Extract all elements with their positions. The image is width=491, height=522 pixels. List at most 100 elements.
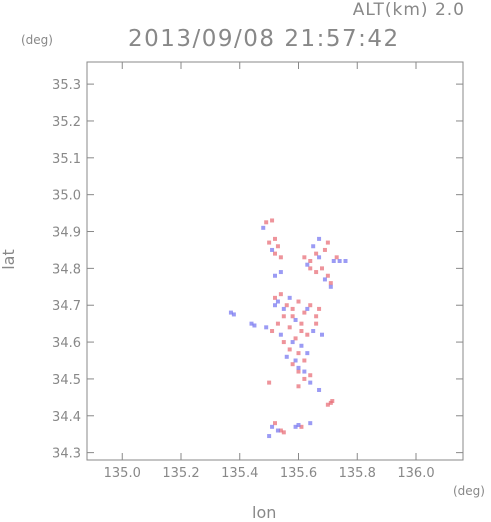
data-point: [273, 236, 277, 241]
data-point: [278, 292, 283, 297]
data-point: [275, 299, 280, 304]
data-point: [296, 422, 301, 427]
data-point: [296, 365, 301, 370]
data-point: [281, 306, 286, 311]
data-point: [311, 329, 316, 334]
data-point: [308, 380, 313, 385]
y-tick-label: 35.2: [52, 115, 81, 130]
data-point: [320, 332, 324, 337]
data-point: [278, 255, 283, 260]
data-point: [302, 376, 307, 381]
data-point: [293, 424, 298, 429]
data-point: [296, 351, 301, 356]
data-point: [278, 428, 283, 433]
data-point: [273, 295, 277, 300]
data-point: [302, 369, 307, 374]
data-point: [302, 358, 307, 363]
data-point: [328, 284, 333, 289]
data-point: [308, 421, 313, 426]
data-point: [270, 218, 275, 223]
data-point: [305, 332, 310, 337]
data-point: [302, 310, 307, 315]
data-point: [267, 434, 272, 439]
plot-frame: [86, 61, 464, 461]
data-point: [308, 303, 313, 308]
data-point: [293, 336, 298, 341]
data-point: [284, 303, 289, 308]
data-point: [275, 321, 280, 326]
data-point: [270, 424, 275, 429]
data-point: [281, 430, 286, 435]
data-point: [308, 266, 313, 271]
data-point: [287, 295, 292, 300]
data-point: [278, 270, 283, 275]
data-point: [293, 358, 298, 363]
data-point: [305, 306, 310, 311]
data-point: [267, 380, 272, 385]
y-tick-label: 35.0: [52, 189, 81, 204]
y-tick-label: 34.5: [52, 373, 81, 388]
y-axis-label: lat: [0, 249, 18, 270]
data-point: [287, 347, 292, 352]
data-point: [284, 354, 289, 359]
data-point: [299, 343, 304, 348]
data-point: [317, 255, 322, 260]
data-point: [270, 247, 275, 252]
x-tick-label: 135.8: [339, 466, 376, 481]
data-point: [330, 399, 335, 404]
data-point: [273, 251, 277, 256]
data-point: [290, 314, 295, 319]
data-point: [290, 306, 295, 311]
data-point: [281, 340, 286, 345]
x-axis-unit: (deg): [453, 484, 485, 498]
data-point: [311, 244, 316, 249]
data-point: [317, 387, 322, 392]
x-tick-label: 135.4: [221, 466, 258, 481]
data-point: [299, 329, 304, 334]
data-point: [305, 351, 310, 356]
data-point: [305, 262, 310, 267]
y-tick-label: 34.7: [52, 299, 81, 314]
data-point: [337, 259, 342, 263]
chart-title: 2013/09/08 21:57:42: [128, 26, 400, 52]
data-point: [314, 251, 319, 256]
data-point: [317, 306, 322, 311]
data-point: [320, 266, 324, 271]
data-point: [264, 325, 269, 330]
x-tick-label: 135.0: [104, 466, 141, 481]
data-point: [261, 225, 266, 230]
data-point: [252, 323, 257, 328]
data-point: [290, 362, 295, 367]
data-point: [302, 255, 307, 260]
data-point: [299, 321, 304, 326]
y-tick-label: 34.8: [52, 262, 81, 277]
data-point: [308, 259, 313, 263]
data-point: [325, 240, 330, 245]
y-tick-label: 34.6: [52, 336, 81, 351]
y-axis-unit: (deg): [21, 33, 53, 47]
data-point: [343, 259, 348, 263]
data-point: [317, 236, 322, 241]
data-point: [275, 244, 280, 249]
y-tick-label: 34.9: [52, 226, 81, 241]
data-point: [296, 299, 301, 304]
data-point: [299, 424, 304, 429]
data-point: [267, 240, 272, 245]
altitude-label: ALT(km) 2.0: [352, 0, 465, 20]
data-point: [275, 428, 280, 433]
data-point: [322, 277, 327, 282]
data-point: [290, 340, 295, 345]
data-point: [322, 247, 327, 252]
data-point: [296, 369, 301, 374]
data-point: [314, 321, 319, 326]
data-point: [334, 255, 339, 260]
data-point: [314, 270, 319, 275]
data-point: [296, 384, 301, 389]
data-point: [328, 281, 333, 286]
y-tick-label: 34.3: [52, 447, 81, 462]
data-point: [281, 314, 286, 319]
data-point: [273, 273, 277, 278]
x-tick-label: 135.6: [280, 466, 317, 481]
data-point: [287, 325, 292, 330]
